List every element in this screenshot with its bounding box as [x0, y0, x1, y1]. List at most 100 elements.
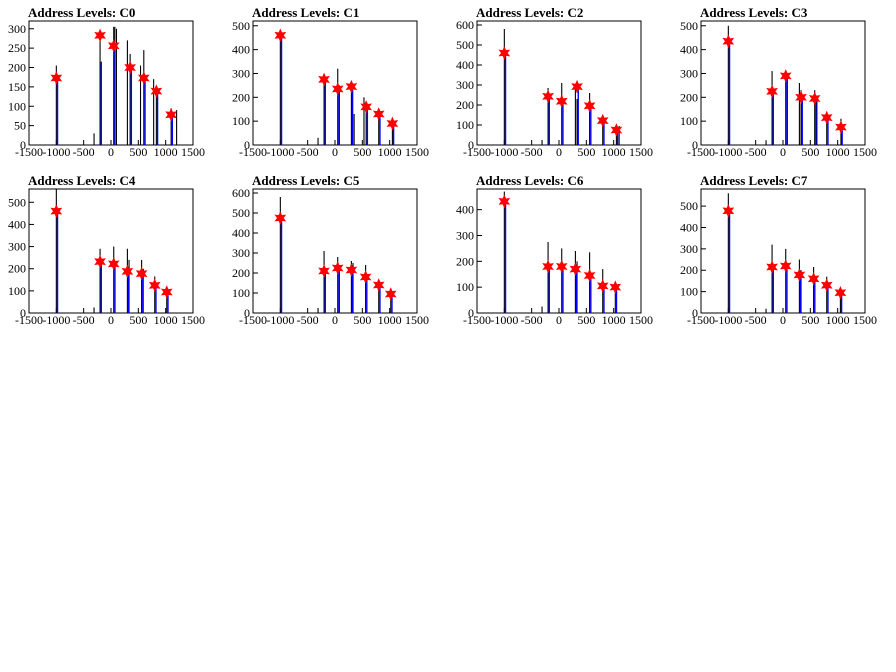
y-tick-label: 400 [232, 43, 250, 57]
y-tick-label: 0 [20, 138, 26, 152]
y-tick-label: 300 [680, 242, 698, 256]
chart-panel: Address Levels: C5 0 100 200 300 400 500 600 -15… [232, 173, 429, 327]
x-tick-label: 1500 [853, 145, 877, 159]
x-tick-label: -500 [745, 313, 767, 327]
x-tick-label: 0 [332, 145, 338, 159]
y-tick-label: 500 [232, 19, 250, 33]
y-tick-label: 400 [8, 217, 26, 231]
peak-marker [274, 28, 287, 43]
peak-marker [542, 259, 554, 274]
chart-panel: Address Levels: C2 0 100 200 300 400 500 600 -15… [456, 5, 653, 159]
y-tick-label: 100 [456, 280, 474, 294]
peak-marker [555, 259, 568, 274]
peak-marker [808, 91, 821, 106]
y-tick-label: 600 [456, 18, 474, 32]
y-tick-label: 0 [468, 306, 474, 320]
peak-marker [779, 69, 792, 83]
y-tick-label: 500 [680, 19, 698, 33]
peak-marker [94, 28, 106, 43]
y-tick-label: 200 [456, 254, 474, 268]
x-tick-label: -1000 [490, 145, 518, 159]
chart-panel: Address Levels: C10100200300400500-1500-… [232, 5, 429, 159]
y-tick-label: 300 [8, 22, 26, 36]
y-tick-label: 400 [456, 58, 474, 72]
peak-marker [569, 262, 582, 276]
y-tick-label: 50 [14, 119, 26, 133]
peak-marker [360, 100, 373, 114]
y-tick-label: 300 [232, 66, 250, 80]
peak-marker [571, 79, 583, 94]
peak-marker [835, 120, 847, 134]
peak-marker [807, 272, 820, 286]
peak-marker [148, 278, 161, 293]
chart-panel: Address Levels: C0 0 50 100 150 200 250 300 -150… [8, 5, 205, 159]
x-tick-label: 1500 [181, 145, 205, 159]
x-tick-label: 1000 [602, 313, 626, 327]
peak-marker [722, 34, 735, 49]
x-tick-label: 0 [556, 145, 562, 159]
x-tick-label: -1000 [42, 313, 70, 327]
peak-marker [107, 39, 120, 53]
x-tick-label: 500 [801, 313, 819, 327]
peak-marker [372, 278, 385, 292]
x-tick-label: -500 [73, 145, 95, 159]
y-tick-label: 200 [456, 98, 474, 112]
peak-marker [555, 94, 568, 108]
x-tick-label: 1000 [154, 313, 178, 327]
x-tick-label: 1500 [405, 145, 429, 159]
y-tick-label: 400 [232, 226, 250, 240]
plot-frame [28, 20, 194, 146]
peak-marker [121, 264, 134, 279]
peak-marker [766, 260, 778, 274]
x-tick-label: 500 [353, 313, 371, 327]
x-tick-label: 1000 [154, 145, 178, 159]
chart-panel: Address Levels: C70100200300400500-1500-… [680, 173, 877, 327]
y-tick-label: 500 [456, 38, 474, 52]
y-tick-label: 100 [456, 118, 474, 132]
x-tick-label: -1000 [714, 145, 742, 159]
y-tick-label: 300 [232, 246, 250, 260]
chart-title: Address Levels: C2 [476, 5, 583, 20]
y-tick-label: 300 [8, 240, 26, 254]
peak-marker [834, 285, 847, 300]
peak-marker [498, 46, 511, 60]
chart-title: Address Levels: C0 [28, 5, 135, 20]
x-tick-label: 0 [780, 145, 786, 159]
x-tick-label: -500 [521, 145, 543, 159]
y-tick-label: 200 [8, 262, 26, 276]
peak-marker [596, 279, 609, 293]
chart-panel: Address Levels: C6 0 100 200 300 400 -1500 -100… [456, 173, 653, 327]
peak-marker [165, 108, 177, 122]
y-tick-label: 100 [680, 285, 698, 299]
x-tick-label: -1500 [687, 313, 715, 327]
y-tick-label: 400 [456, 203, 474, 217]
peak-marker [722, 204, 735, 218]
chart-title: Address Levels: C1 [252, 5, 359, 20]
y-tick-label: 0 [692, 138, 698, 152]
y-tick-label: 300 [456, 229, 474, 243]
peak-marker [94, 254, 106, 269]
x-tick-label: -1000 [42, 145, 70, 159]
y-tick-label: 400 [680, 43, 698, 57]
x-tick-label: 1500 [629, 145, 653, 159]
peak-marker [610, 123, 623, 137]
x-tick-label: -500 [297, 145, 319, 159]
x-tick-label: 1000 [378, 313, 402, 327]
y-tick-label: 100 [232, 114, 250, 128]
x-tick-label: 0 [108, 313, 114, 327]
peak-marker [820, 110, 833, 125]
x-tick-label: -1500 [463, 145, 491, 159]
x-tick-label: 1500 [629, 313, 653, 327]
peak-marker [137, 71, 150, 85]
x-tick-label: -500 [297, 313, 319, 327]
peak-marker [318, 72, 330, 87]
chart-panel: Address Levels: C30100200300400500-1500-… [680, 5, 877, 159]
peak-marker [779, 259, 792, 273]
x-tick-label: 500 [353, 145, 371, 159]
chart-title: Address Levels: C4 [28, 173, 136, 188]
x-tick-label: -500 [745, 145, 767, 159]
y-tick-label: 100 [8, 99, 26, 113]
peak-marker [160, 285, 173, 299]
y-tick-label: 300 [456, 78, 474, 92]
x-tick-label: 1500 [853, 313, 877, 327]
